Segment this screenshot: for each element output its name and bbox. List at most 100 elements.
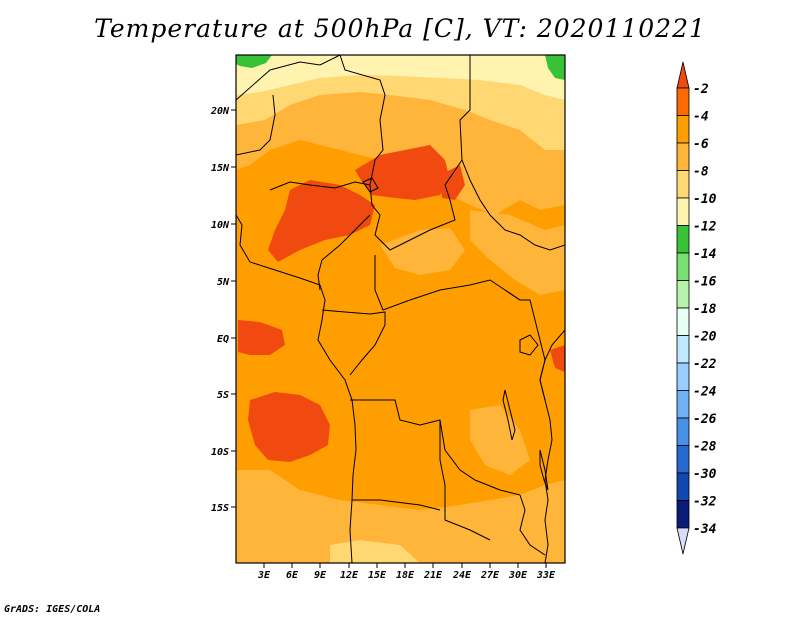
colorbar-swatch <box>676 417 690 446</box>
colorbar: -2 -4 -6 -8 -10 -12 -14 -16 -18 -20 -22 -24 -26 -28 -3… <box>676 61 717 555</box>
field-west-warm <box>238 320 285 355</box>
lon-tick-33e: 33E <box>536 563 556 581</box>
lat-tick-5n: 5N <box>217 277 236 288</box>
field-central-light <box>380 228 465 275</box>
lat-tick-10s: 10S <box>211 447 236 458</box>
lon-label-33e: 33E <box>536 570 556 581</box>
colorbar-swatch <box>676 362 690 391</box>
lon-label-15e: 15E <box>368 570 387 581</box>
lat-label-5s: 5S <box>217 390 229 401</box>
lat-label-5n: 5N <box>217 277 230 288</box>
border-libya-north <box>339 55 386 161</box>
colorbar-label: -20 <box>693 330 717 345</box>
border-egypt-sudan <box>459 55 471 161</box>
colorbar-swatch <box>676 390 690 419</box>
field-ne-green <box>545 55 565 80</box>
lon-label-6e: 6E <box>286 570 299 581</box>
colorbar-label: -14 <box>693 247 717 262</box>
field-south-yellow <box>330 540 420 563</box>
colorbar-label: -28 <box>693 440 717 455</box>
lat-tick-15n: 15N <box>211 163 236 174</box>
border-west-coast <box>236 94 276 156</box>
colorbar-swatch <box>676 335 690 364</box>
colorbar-label: -8 <box>693 165 709 180</box>
lat-label-10s: 10S <box>211 447 229 458</box>
coastline-west <box>236 214 357 563</box>
lat-tick-20n: 20N <box>210 106 236 117</box>
lat-axis: 20N 15N 10N 5N EQ 5S 10S 15S <box>210 106 236 514</box>
lake-chad <box>362 177 379 193</box>
lon-label-24e: 24E <box>452 570 472 581</box>
lon-tick-27e: 27E <box>480 563 500 581</box>
border-nw <box>236 55 341 101</box>
colorbar-label: -34 <box>693 522 717 537</box>
border-mozambique <box>519 494 546 556</box>
lon-tick-12e: 12E <box>340 563 359 581</box>
lon-label-18e: 18E <box>396 570 415 581</box>
colorbar-label: -12 <box>693 220 717 235</box>
field-angola-warm <box>248 392 330 462</box>
lat-tick-eq: EQ <box>217 334 236 345</box>
colorbar-swatch <box>676 307 690 336</box>
lake-victoria <box>519 334 539 356</box>
border-congo <box>321 309 386 376</box>
colorbar-swatch <box>676 252 690 281</box>
colorbar-swatch <box>676 115 690 144</box>
colorbar-label: -10 <box>693 192 717 207</box>
lat-tick-15s: 15S <box>211 503 236 514</box>
field-warm-north <box>355 145 450 200</box>
colorbar-swatch <box>676 142 690 171</box>
colorbar-label: -6 <box>693 137 709 152</box>
lon-label-30e: 30E <box>508 570 528 581</box>
lat-label-15n: 15N <box>211 163 230 174</box>
border-car <box>374 255 521 311</box>
map-frame <box>235 54 566 564</box>
field-lake-warm <box>550 345 565 372</box>
colorbar-top-triangle <box>676 61 690 89</box>
lon-label-3e: 3E <box>257 570 271 581</box>
lat-label-eq: EQ <box>217 334 229 345</box>
colorbar-label: -32 <box>693 495 717 510</box>
border-angola-zambia <box>439 420 491 541</box>
lon-tick-6e: 6E <box>286 563 299 581</box>
colorbar-label: -4 <box>693 110 709 125</box>
country-borders <box>236 55 565 563</box>
border-niger-nigeria <box>269 181 371 191</box>
colorbar-label: -30 <box>693 467 717 482</box>
colorbar-swatch <box>676 472 690 501</box>
border-drc-south <box>350 399 521 496</box>
lat-tick-10n: 10N <box>211 220 236 231</box>
colorbar-label: -22 <box>693 357 717 372</box>
lake-tanganyika <box>502 389 516 441</box>
lon-tick-18e: 18E <box>396 563 415 581</box>
lat-label-10n: 10N <box>211 220 230 231</box>
lon-tick-9e: 9E <box>314 563 327 581</box>
colorbar-label: -16 <box>693 275 717 290</box>
lon-label-21e: 21E <box>423 570 443 581</box>
colorbar-swatch <box>676 500 690 529</box>
field-nw-green <box>236 55 272 68</box>
border-chad <box>369 159 463 251</box>
temperature-field <box>236 55 565 563</box>
colorbar-label: -18 <box>693 302 717 317</box>
field-se-light <box>470 405 530 475</box>
colorbar-label: -24 <box>693 385 717 400</box>
colorbar-swatch <box>676 87 690 116</box>
lon-tick-3e: 3E <box>257 563 271 581</box>
lon-label-9e: 9E <box>314 570 327 581</box>
colorbar-label: -2 <box>693 82 709 97</box>
grads-credit: GrADS: IGES/COLA <box>4 604 101 615</box>
lon-tick-30e: 30E <box>508 563 528 581</box>
field-north-pale <box>236 55 565 100</box>
colorbar-swatch <box>676 280 690 309</box>
field-warm-west <box>268 180 375 262</box>
lon-axis: 3E 6E 9E 12E 15E 18E 21E 24E 27E 30E 33E <box>257 563 556 581</box>
colorbar-swatch <box>676 445 690 474</box>
lon-label-27e: 27E <box>480 570 500 581</box>
lon-tick-24e: 24E <box>452 563 472 581</box>
colorbar-label: -26 <box>693 412 717 427</box>
border-sudan-south <box>461 159 565 251</box>
border-namibia <box>352 499 441 511</box>
field-east-light <box>470 210 565 295</box>
